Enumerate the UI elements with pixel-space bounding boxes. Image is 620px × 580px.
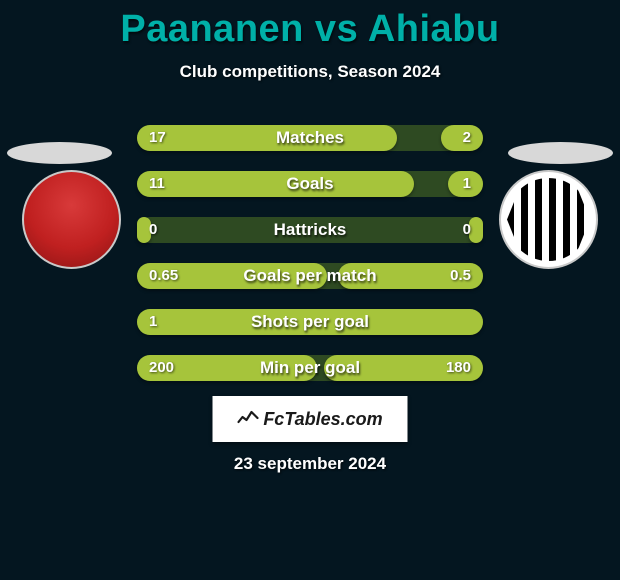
stat-label: Goals per match <box>137 263 483 289</box>
stat-label: Hattricks <box>137 217 483 243</box>
shadow-oval-right <box>508 142 613 164</box>
stat-label: Matches <box>137 125 483 151</box>
stats-bars: 172Matches 111Goals 00Hattricks 0.650.5Goal… <box>137 125 483 401</box>
team-badge-left <box>22 170 121 269</box>
page-title: Paananen vs Ahiabu <box>0 8 620 51</box>
shadow-oval-left <box>7 142 112 164</box>
stat-row: 172Matches <box>137 125 483 151</box>
stat-row: 00Hattricks <box>137 217 483 243</box>
stat-row: 111Goals <box>137 171 483 197</box>
stat-row: 1Shots per goal <box>137 309 483 335</box>
stat-label: Goals <box>137 171 483 197</box>
date-text: 23 september 2024 <box>0 454 620 474</box>
subtitle: Club competitions, Season 2024 <box>0 62 620 82</box>
comparison-card: Paananen vs Ahiabu Club competitions, Se… <box>0 0 620 580</box>
stat-row: 0.650.5Goals per match <box>137 263 483 289</box>
branding-icon <box>237 408 259 431</box>
team-badge-right <box>499 170 598 269</box>
stat-label: Min per goal <box>137 355 483 381</box>
branding-text: FcTables.com <box>263 409 382 430</box>
stat-row: 200180Min per goal <box>137 355 483 381</box>
badge-stripes <box>507 178 590 261</box>
branding-badge: FcTables.com <box>213 396 408 442</box>
stat-label: Shots per goal <box>137 309 483 335</box>
